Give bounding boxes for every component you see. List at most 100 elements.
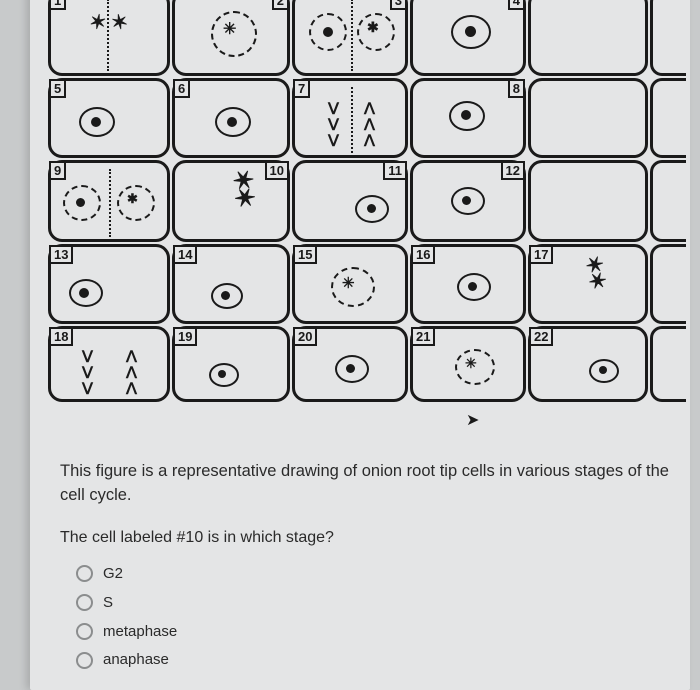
cell-label: 8: [508, 79, 525, 98]
nucleolus: [91, 117, 101, 127]
cell-12: 12: [410, 160, 526, 242]
edge-cell: [650, 326, 686, 402]
cell-label: 2: [272, 0, 289, 10]
chromosome-scribble: ✳: [342, 279, 353, 288]
cell-4: 4: [410, 0, 526, 76]
cell-label: 12: [501, 161, 525, 180]
cell-20: 20: [292, 326, 408, 402]
cell-1: 1 ✶ ✶: [48, 0, 170, 76]
cell-label: 19: [173, 327, 197, 346]
edge-cell: [650, 0, 686, 76]
option-label: metaphase: [103, 621, 177, 643]
cell-diagram: 1 ✶ ✶ 2 ✳ 3 ✱ 4 5: [48, 0, 678, 430]
chromosome-scribble: ✱: [367, 23, 377, 31]
cell-division-line: [351, 0, 353, 71]
options-list: G2 S metaphase anaphase: [60, 563, 670, 671]
cell-21: 21 ✳: [410, 326, 526, 402]
option-label: anaphase: [103, 649, 169, 671]
cell-16: 16: [410, 244, 526, 324]
cell-11: 11: [292, 160, 408, 242]
figure-caption: This figure is a representative drawing …: [60, 460, 670, 508]
nucleolus: [367, 204, 376, 213]
cell-5: 5: [48, 78, 170, 158]
nuclear-envelope-dashed: [455, 349, 495, 385]
worksheet-paper: biologycorner.com 1 ✶ ✶ 2 ✳ 3 ✱ 4: [30, 0, 690, 690]
cell-14: 14: [172, 244, 290, 324]
edge-cell: [650, 160, 686, 242]
option-metaphase[interactable]: metaphase: [76, 621, 670, 643]
cell-7: 7 ᐯᐯᐯ ᐱᐱᐱ: [292, 78, 408, 158]
cell-label: 21: [411, 327, 435, 346]
cell-22: 22: [528, 326, 648, 402]
radio-icon: [76, 652, 93, 669]
cell-label: 1: [49, 0, 66, 10]
cell-13: 13: [48, 244, 170, 324]
edge-cell: [650, 244, 686, 324]
cell-15: 15 ✳: [292, 244, 408, 324]
cell-label: 5: [49, 79, 66, 98]
nucleolus: [465, 26, 476, 37]
option-anaphase[interactable]: anaphase: [76, 649, 670, 671]
option-label: G2: [103, 563, 123, 585]
nucleolus: [599, 366, 607, 374]
cell-6: 6: [172, 78, 290, 158]
nucleolus: [461, 110, 471, 120]
mouse-cursor-icon: ➤: [466, 410, 479, 430]
cell-division-line: [107, 0, 109, 71]
radio-icon: [76, 594, 93, 611]
cell-9: 9 ✱: [48, 160, 170, 242]
chromosome-group: ᐱᐱᐱ: [121, 347, 140, 395]
option-label: S: [103, 592, 113, 614]
cell-label: 15: [293, 245, 317, 264]
edge-cell: [650, 78, 686, 158]
chromosome-scribble: ✶: [112, 14, 128, 32]
cell-label: 17: [529, 245, 553, 264]
cell-label: 9: [49, 161, 66, 180]
chromosome-group: ᐱᐱᐱ: [359, 99, 378, 147]
cell-label: 16: [411, 245, 435, 264]
nucleolus: [346, 364, 355, 373]
cell-row1-right: [528, 0, 648, 76]
cell-10: 10 ✶✶: [172, 160, 290, 242]
cell-label: 22: [529, 327, 553, 346]
cell-label: 18: [49, 327, 73, 346]
nucleolus: [76, 198, 85, 207]
cell-row2-right: [528, 78, 648, 158]
cell-label: 7: [293, 79, 310, 98]
cell-label: 10: [265, 161, 289, 180]
cell-label: 6: [173, 79, 190, 98]
metaphase-plate: ✶✶: [233, 168, 252, 205]
option-g2[interactable]: G2: [76, 563, 670, 585]
chromosome-scribble: ✳: [465, 359, 475, 367]
cell-19: 19: [172, 326, 290, 402]
cell-17: 17 ✶✶: [528, 244, 648, 324]
radio-icon: [76, 623, 93, 640]
chromosome-group: ᐯᐯᐯ: [323, 99, 342, 147]
cell-label: 4: [508, 0, 525, 10]
nucleolus: [323, 27, 333, 37]
daughter-nucleus: [117, 185, 155, 221]
nucleolus: [462, 196, 471, 205]
cell-label: 11: [383, 161, 407, 180]
nucleolus: [218, 370, 226, 378]
cell-label: 13: [49, 245, 73, 264]
nucleolus: [79, 288, 89, 298]
chromosome-scribble: ✳: [223, 25, 234, 35]
cell-3: 3 ✱: [292, 0, 408, 76]
chromosome-scribble: ✱: [127, 195, 136, 203]
cell-label: 3: [390, 0, 407, 10]
option-s[interactable]: S: [76, 592, 670, 614]
cell-2: 2 ✳: [172, 0, 290, 76]
cell-division-line: [351, 87, 353, 153]
nucleolus: [221, 291, 230, 300]
question-text: The cell labeled #10 is in which stage?: [60, 526, 670, 549]
cell-division-line: [109, 169, 111, 237]
chromosome-group: ᐯᐯᐯ: [77, 347, 96, 395]
nuclear-envelope-dashed: [331, 267, 375, 307]
nucleolus: [468, 282, 477, 291]
cell-label: 20: [293, 327, 317, 346]
cell-8: 8: [410, 78, 526, 158]
cell-row3-right: [528, 160, 648, 242]
chromosome-scribble: ✶: [88, 12, 104, 30]
cell-label: 14: [173, 245, 197, 264]
